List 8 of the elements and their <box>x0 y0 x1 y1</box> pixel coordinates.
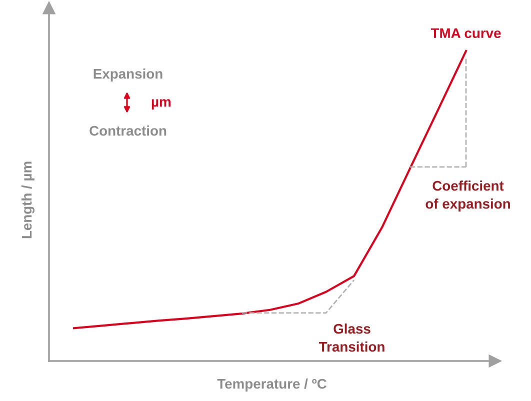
annotation: Contraction <box>90 126 166 136</box>
annotation: Glass Transition <box>318 324 384 352</box>
annotation: Coefficient of expansion <box>426 180 510 212</box>
annotation: µm <box>152 99 170 110</box>
annotation: Expansion <box>94 68 162 82</box>
series-label: TMA curve <box>430 28 501 38</box>
x-axis-title: Temperature / ºC <box>217 378 327 392</box>
y-axis-title: Length / µm <box>21 162 35 238</box>
